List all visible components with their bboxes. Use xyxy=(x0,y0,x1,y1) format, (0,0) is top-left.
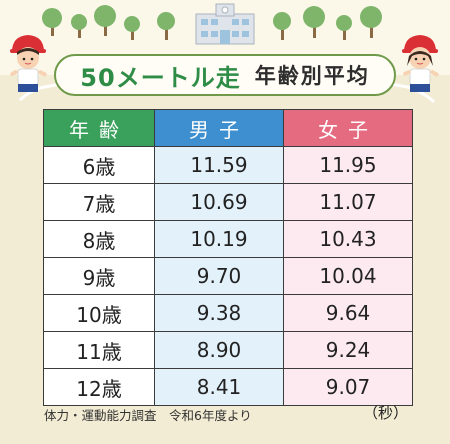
title-sub: 年齢別平均 xyxy=(254,64,370,88)
table-row: 9歳 9.70 10.04 xyxy=(43,257,413,295)
running-girl-icon xyxy=(402,35,439,92)
age-cell: 8歳 xyxy=(43,220,155,258)
table-row: 11歳 8.90 9.24 xyxy=(43,331,413,369)
boys-cell: 8.90 xyxy=(154,331,284,369)
boys-cell: 9.38 xyxy=(154,294,284,332)
age-cell: 6歳 xyxy=(43,146,155,184)
table-row: 12歳 8.41 9.07 xyxy=(43,368,413,406)
title-main: 50メートル走 xyxy=(80,63,241,92)
source-note: 体力・運動能力調査 令和6年度より xyxy=(44,408,252,423)
girls-cell: 9.07 xyxy=(283,368,413,406)
table-row: 7歳 10.69 11.07 xyxy=(43,183,413,221)
boys-cell: 10.19 xyxy=(154,220,284,258)
table-row: 6歳 11.59 11.95 xyxy=(43,146,413,184)
girls-cell: 10.04 xyxy=(283,257,413,295)
running-boy-icon xyxy=(10,35,47,92)
header-boys: 男子 xyxy=(154,109,284,147)
age-cell: 11歳 xyxy=(43,331,155,369)
girls-cell: 9.64 xyxy=(283,294,413,332)
table-row: 8歳 10.19 10.43 xyxy=(43,220,413,258)
girls-cell: 11.95 xyxy=(283,146,413,184)
title-banner: 50メートル走 年齢別平均 xyxy=(54,54,396,96)
girls-cell: 10.43 xyxy=(283,220,413,258)
boys-cell: 9.70 xyxy=(154,257,284,295)
table-header-row: 年齢 男子 女子 xyxy=(43,109,413,147)
boys-cell: 8.41 xyxy=(154,368,284,406)
table-row: 10歳 9.38 9.64 xyxy=(43,294,413,332)
boys-cell: 11.59 xyxy=(154,146,284,184)
girls-cell: 11.07 xyxy=(283,183,413,221)
girls-cell: 9.24 xyxy=(283,331,413,369)
age-cell: 7歳 xyxy=(43,183,155,221)
header-girls: 女子 xyxy=(283,109,413,147)
tree-icon xyxy=(42,5,382,40)
age-cell: 9歳 xyxy=(43,257,155,295)
records-table: 年齢 男子 女子 6歳 11.59 11.95 7歳 10.69 11.07 8… xyxy=(43,109,413,406)
age-cell: 12歳 xyxy=(43,368,155,406)
boys-cell: 10.69 xyxy=(154,183,284,221)
age-cell: 10歳 xyxy=(43,294,155,332)
school-building-icon xyxy=(195,3,255,45)
unit-label: （秒） xyxy=(362,404,408,422)
header-age: 年齢 xyxy=(43,109,155,147)
